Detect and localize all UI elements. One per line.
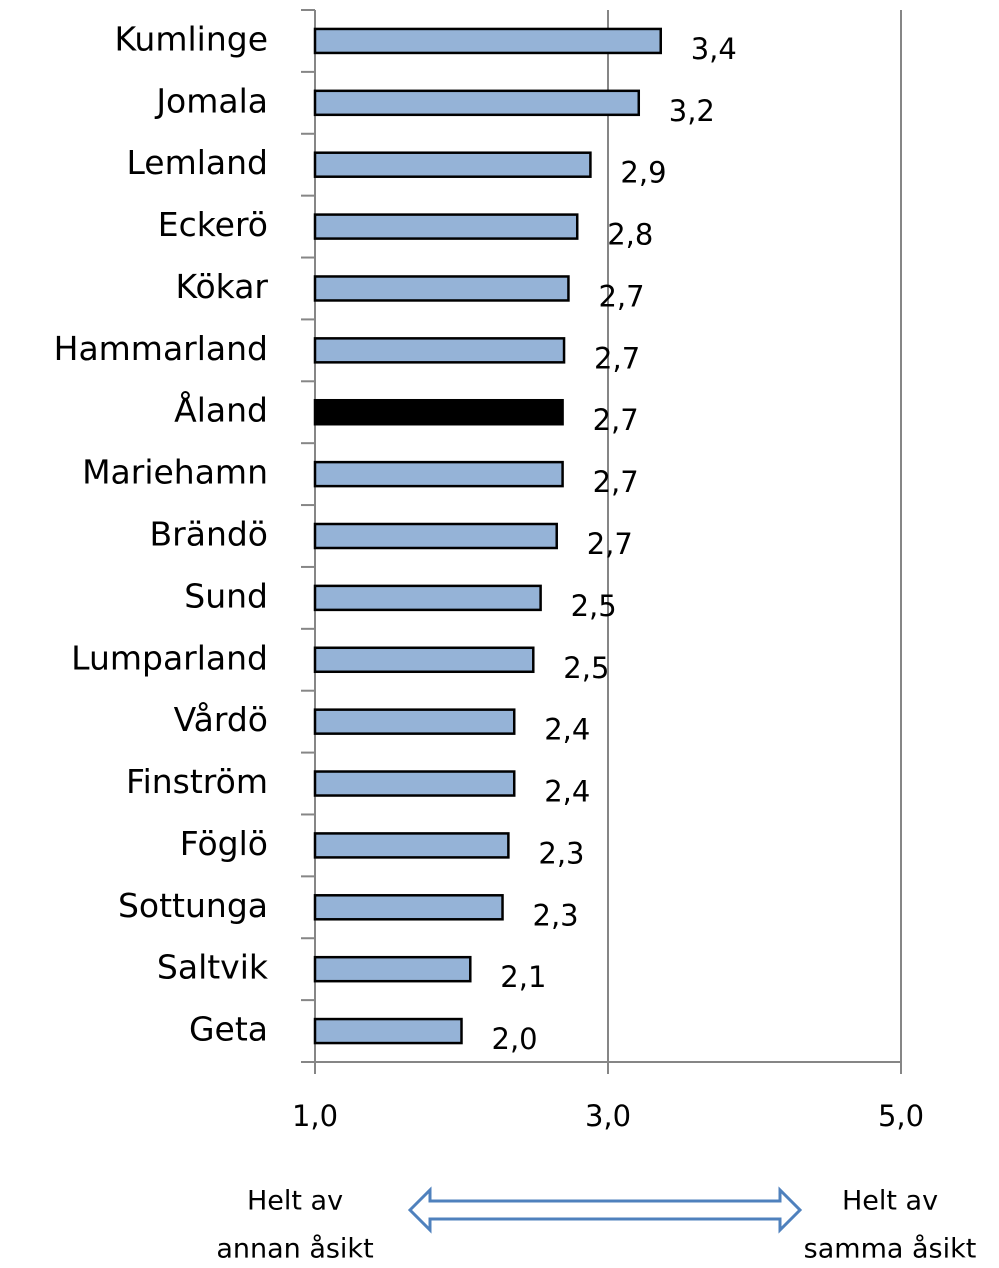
y-tick-label: Geta (189, 1010, 268, 1049)
data-label: 3,2 (669, 94, 715, 128)
bar (313, 646, 535, 674)
annotation: Helt av (842, 1186, 938, 1217)
data-label: 2,4 (544, 713, 590, 747)
bar (313, 398, 564, 426)
x-tick-label: 5,0 (878, 1099, 924, 1133)
data-label: 2,7 (587, 527, 633, 561)
data-label: 2,8 (607, 218, 653, 252)
bar (313, 337, 566, 364)
bar (313, 955, 472, 983)
data-label: 2,3 (533, 898, 579, 932)
y-tick-label: Kumlinge (114, 19, 268, 58)
annotation: Helt av (247, 1186, 343, 1217)
y-tick-label: Eckerö (158, 205, 268, 244)
y-tick-label: Sottunga (118, 886, 268, 925)
y-tick-label: Finström (126, 762, 268, 801)
data-label: 2,3 (538, 836, 584, 870)
bar (313, 460, 564, 488)
bar (313, 275, 570, 302)
data-label: 2,4 (544, 775, 590, 809)
data-label: 2,7 (593, 403, 639, 437)
y-tick-label: Lemland (126, 143, 268, 182)
y-tick-label: Sund (184, 576, 268, 615)
y-tick-label: Hammarland (54, 329, 268, 368)
y-tick-label: Saltvik (157, 948, 269, 987)
data-label: 2,7 (594, 341, 640, 375)
bar (313, 151, 592, 178)
bar (313, 770, 516, 797)
bar (313, 832, 510, 859)
data-label: 2,5 (563, 651, 609, 685)
double-arrow (407, 1186, 803, 1234)
data-label: 2,0 (492, 1022, 538, 1056)
bar (313, 708, 516, 735)
bar (313, 89, 641, 117)
bar (313, 584, 542, 612)
y-tick-label: Föglö (180, 824, 268, 863)
data-label: 2,7 (598, 279, 644, 313)
bar (313, 213, 579, 240)
x-tick-label: 3,0 (585, 1099, 631, 1133)
y-tick-label: Kökar (175, 267, 268, 306)
y-tick-label: Åland (174, 390, 268, 430)
y-tick-label: Jomala (154, 81, 268, 120)
data-label: 2,7 (593, 465, 639, 499)
bar (313, 522, 558, 550)
y-tick-label: Brändö (150, 515, 268, 554)
bar (313, 1017, 463, 1045)
annotation: samma åsikt (804, 1234, 977, 1265)
bar (313, 27, 662, 55)
x-tick-label: 1,0 (292, 1099, 338, 1133)
bar (313, 894, 504, 921)
y-tick-label: Mariehamn (82, 453, 268, 492)
data-label: 2,5 (571, 589, 617, 623)
data-label: 2,9 (620, 156, 666, 190)
data-label: 2,1 (500, 960, 546, 994)
y-tick-label: Vårdö (174, 700, 268, 739)
annotation: annan åsikt (216, 1234, 373, 1265)
y-tick-label: Lumparland (71, 638, 268, 677)
data-label: 3,4 (691, 32, 737, 66)
